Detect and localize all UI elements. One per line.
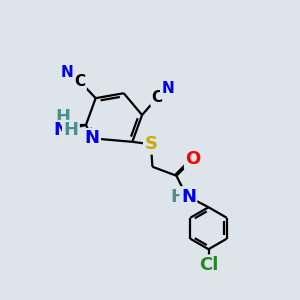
Text: C: C xyxy=(152,90,163,105)
Text: N: N xyxy=(85,129,100,147)
Text: H: H xyxy=(55,107,70,125)
Text: H: H xyxy=(63,121,78,139)
Text: O: O xyxy=(185,150,200,168)
Text: N: N xyxy=(161,81,174,96)
Text: C: C xyxy=(74,74,86,89)
Text: N: N xyxy=(181,188,196,206)
Text: S: S xyxy=(144,135,158,153)
Text: Cl: Cl xyxy=(199,256,218,274)
Text: H: H xyxy=(170,188,185,206)
Text: N: N xyxy=(61,64,74,80)
Text: N: N xyxy=(54,121,69,139)
